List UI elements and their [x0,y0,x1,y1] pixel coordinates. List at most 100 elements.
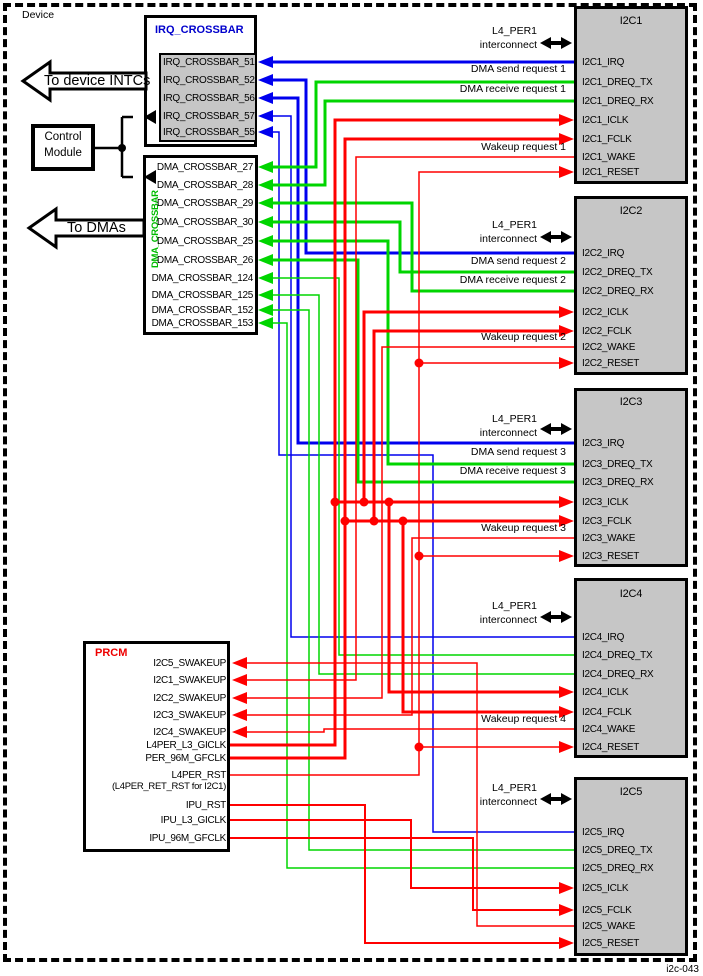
i2c-port-label: I2C4_DREQ_RX [582,669,654,680]
wire-wakeup-1-arrow-icon [232,674,247,686]
wire-ipu-rst-arrow-icon [559,937,574,949]
wire-i2c3-irq-arrow-icon [258,92,273,104]
wire-i2c4-dreq-tx [272,277,574,656]
i2c4-title: I2C4 [619,588,643,600]
control-to-dma-arrow-icon [144,170,156,184]
l4-per1-arrow-icon [540,37,551,49]
wire-l4per-l3-giclk-arrow-icon [559,114,574,126]
prcm-row: IPU_L3_GICLK [160,815,227,826]
i2c3-title: I2C3 [619,396,643,408]
wire-wakeup-2 [246,346,574,699]
junction-dot [414,742,424,752]
wire-iclk-i2c4 [387,502,560,694]
wire-reset-i2c2-arrow-icon [559,357,574,369]
wire-i2c4-dreq-tx-arrow-icon [258,272,273,284]
wire-ipu-96m-gfclk [230,837,560,911]
wire-i2c3-irq [272,96,574,445]
wire-i2c1-irq-arrow-icon [258,56,273,68]
i2c4-box [574,578,688,758]
i2c-port-label: I2C5_IRQ [582,827,625,838]
l4-per1-arrow-icon [561,37,572,49]
irq-crossbar-row: IRQ_CROSSBAR_51 [163,57,255,68]
i2c-port-label: I2C3_ICLK [582,497,629,508]
prcm-row: L4PER_RST [171,770,226,781]
wire-wakeup-4-arrow-icon [232,726,247,738]
i2c-port-label: I2C1_WAKE [582,152,636,163]
wire-i2c1-dreq-rx [272,99,574,187]
prcm-row: IPU_RST [185,800,226,811]
wire-fclk-i2c3-arrow-icon [559,515,574,527]
junction-dot [414,358,424,368]
prcm-title: PRCM [95,647,128,659]
to-dmas-label: To DMAs [67,220,126,236]
wire-i2c2-dreq-rx [272,201,574,293]
wire-label: Wakeup request 1 [481,141,566,153]
dma-crossbar-row: DMA_CROSSBAR_152 [151,305,254,316]
wire-wakeup-4 [246,728,574,733]
junction-dot [330,497,340,507]
i2c1-title: I2C1 [619,15,643,27]
i2c-port-label: I2C3_IRQ [582,438,625,449]
i2c-port-label: I2C2_FCLK [582,326,632,337]
control-module-label: Module [44,147,82,159]
irq-crossbar-row: IRQ_CROSSBAR_52 [163,75,255,86]
i2c-port-label: I2C2_DREQ_RX [582,286,654,297]
l4-per1-arrow-icon [561,793,572,805]
i2c-port-label: I2C2_DREQ_TX [582,267,653,278]
wire-iclk-i2c2-arrow-icon [559,306,574,318]
wire-wakeup-5 [246,662,574,927]
wire-i2c4-dreq-rx-arrow-icon [258,289,273,301]
l4-per1-arrow-icon [540,793,551,805]
i2c1-box [574,6,688,184]
dma-crossbar-row: DMA_CROSSBAR_30 [156,217,253,228]
dma-crossbar-row: DMA_CROSSBAR_27 [156,162,253,173]
i2c-port-label: I2C4_RESET [582,742,640,753]
control-module-label: Control [44,131,82,143]
i2c-port-label: I2C2_RESET [582,358,640,369]
to-device-intcs-label: To device INTCs [44,73,151,89]
interconnect-label: interconnect [479,39,537,51]
i2c-port-label: I2C1_ICLK [582,115,629,126]
wire-i2c3-dreq-rx-arrow-icon [258,254,273,266]
i2c-port-label: I2C3_WAKE [582,533,636,544]
wire-fclk-i2c2 [372,329,560,521]
device-label: Device [22,9,55,21]
irq-crossbar-row: IRQ_CROSSBAR_55 [163,127,255,138]
prcm-row: I2C5_SWAKEUP [153,658,226,669]
interconnect-label: L4_PER1 [492,782,537,794]
interconnect-label: interconnect [479,427,537,439]
dma-crossbar-row: DMA_CROSSBAR_25 [156,236,253,247]
wire-iclk-i2c2 [362,310,560,502]
wire-i2c5-dreq-rx-arrow-icon [258,317,273,329]
wire-i2c5-dreq-tx [272,309,574,851]
prcm-row: I2C1_SWAKEUP [153,675,226,686]
wire-i2c2-irq-arrow-icon [258,74,273,86]
wire-label: DMA send request 2 [470,255,566,267]
i2c5-box [574,777,688,956]
wire-iclk-i2c3-arrow-icon [559,496,574,508]
i2c-port-label: I2C4_IRQ [582,632,625,643]
wire-i2c4-dreq-rx [272,294,574,675]
i2c-port-label: I2C5_ICLK [582,883,629,894]
wire-i2c5-dreq-tx-arrow-icon [258,304,273,316]
prcm-row: IPU_96M_GFCLK [149,833,226,844]
wire-label: Wakeup request 2 [481,331,566,343]
wire-reset-i2c3-arrow-icon [559,550,574,562]
i2c-port-label: I2C5_DREQ_TX [582,845,653,856]
i2c-port-label: I2C4_ICLK [582,687,629,698]
prcm-row: L4PER_L3_GICLK [146,740,226,751]
l4-per1-arrow-icon [540,231,551,243]
junction-dot [398,516,408,526]
wire-i2c5-dreq-rx [272,322,574,869]
i2c-port-label: I2C4_DREQ_TX [582,650,653,661]
wire-per-96m-gfclk-arrow-icon [559,133,574,145]
wire-i2c3-dreq-rx [272,258,574,484]
i2c-port-label: I2C3_DREQ_RX [582,477,654,488]
wire-label: Wakeup request 3 [481,522,566,534]
interconnect-label: L4_PER1 [492,219,537,231]
to-dmas-arrow-icon [26,206,146,250]
i2c-port-label: I2C5_WAKE [582,921,636,932]
wire-i2c1-dreq-rx-arrow-icon [258,179,273,191]
